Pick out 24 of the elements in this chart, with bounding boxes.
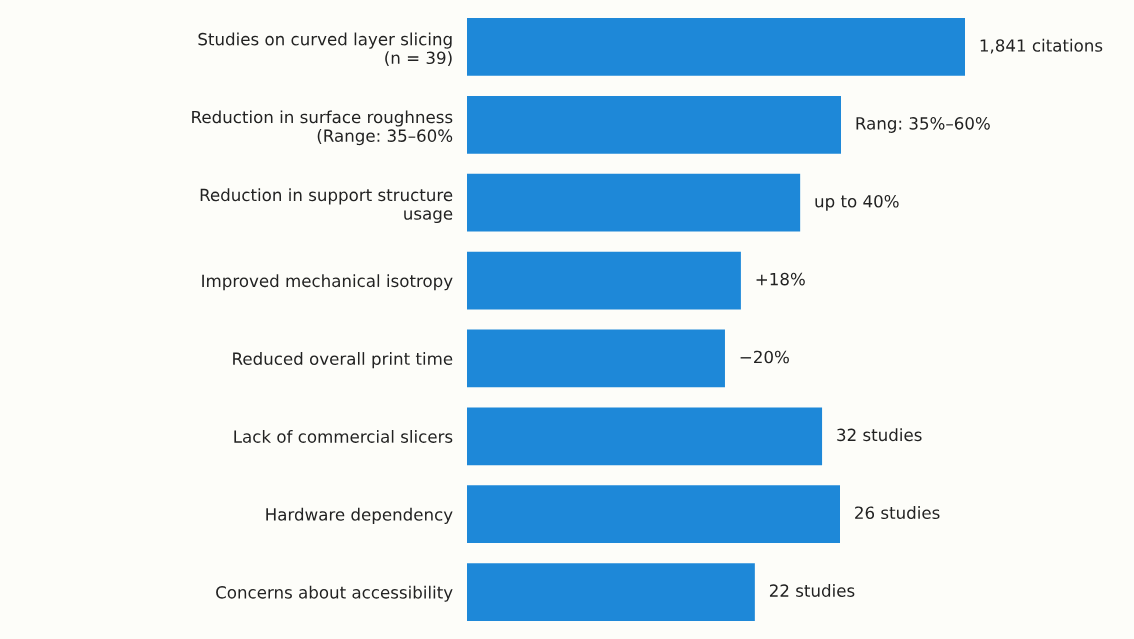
- bar: [467, 96, 841, 154]
- annotation: 1,841 citations: [980, 38, 1103, 54]
- bar: [467, 18, 965, 76]
- y-tick-label: Lack of commercial slicers: [234, 429, 453, 443]
- bar: [467, 173, 801, 232]
- y-tick-label: Reduction in support structure usage: [200, 188, 453, 224]
- y-tick-label: Hardware dependency: [266, 507, 453, 524]
- annotation: up to 40%: [815, 194, 899, 211]
- annotation: 26 studies: [855, 506, 940, 520]
- annotation: +18%: [756, 272, 805, 286]
- y-tick-label: Reduced overall print time: [233, 352, 453, 369]
- bar: [467, 329, 725, 388]
- y-tick-label: Improved mechanical isotropy: [202, 274, 453, 291]
- annotation: Rang: 35%–60%: [856, 117, 990, 133]
- y-tick-label: Concerns about accessibility: [216, 585, 453, 602]
- bar: [467, 563, 755, 621]
- bar: [467, 407, 823, 466]
- y-tick-label: Studies on curved layer slicing (n = 39): [198, 32, 452, 67]
- bar: [467, 485, 840, 543]
- annotation: −20%: [740, 350, 789, 364]
- annotation: 32 studies: [837, 428, 922, 442]
- annotation: 22 studies: [769, 584, 855, 597]
- y-tick-label: Reduction in surface roughness (Range: 35–60%: [192, 110, 453, 146]
- bar: [467, 251, 741, 310]
